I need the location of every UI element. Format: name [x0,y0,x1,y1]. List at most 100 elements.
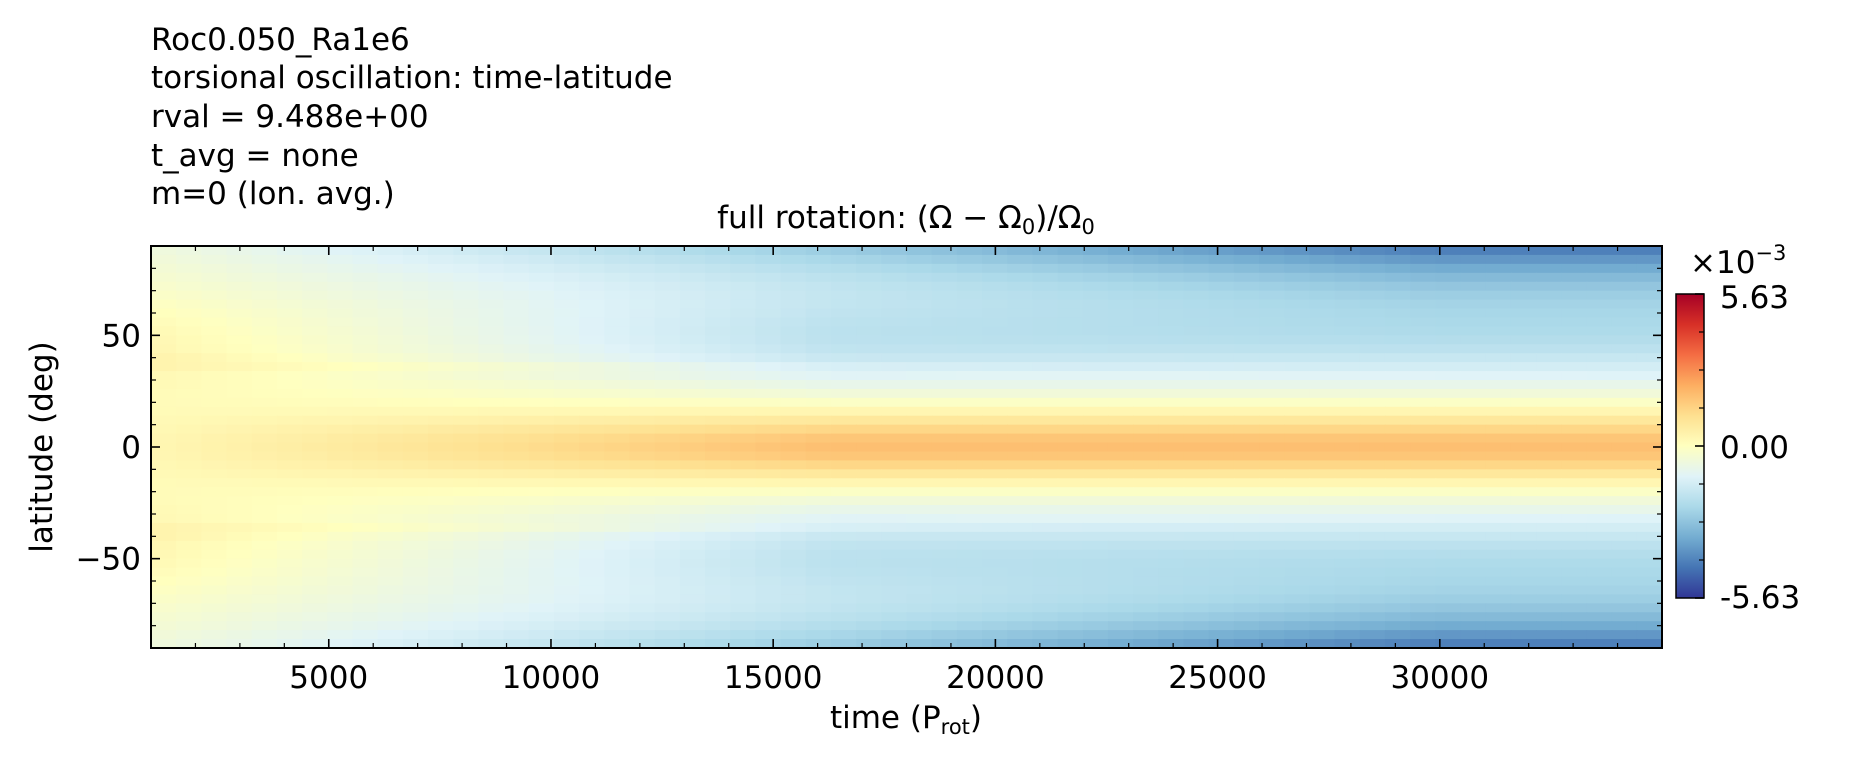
heatmap-cell [478,246,505,256]
heatmap-cell [830,299,857,310]
heatmap-cell [1510,540,1537,551]
heatmap-cell [579,612,606,622]
heatmap-cell [1032,388,1059,399]
heatmap-cell [856,326,883,337]
heatmap-cell [1460,344,1487,354]
heatmap-cell [856,603,883,614]
heatmap-cell [1384,344,1411,354]
heatmap-cell [780,639,807,648]
heatmap-cell [1485,308,1512,319]
heatmap-cell [428,514,454,524]
heatmap-cell [679,344,706,354]
heatmap-cell [654,531,681,542]
heatmap-cell [402,478,429,488]
heatmap-cell [1284,514,1311,524]
heatmap-cell [1259,299,1286,310]
heatmap-cell [805,505,832,515]
heatmap-cell [1410,290,1437,301]
heatmap-cell [1536,469,1563,480]
heatmap-cell [856,540,883,551]
heatmap-cell [377,514,404,524]
heatmap-cell [654,487,681,497]
heatmap-cell [478,531,505,542]
heatmap-cell [1586,281,1613,292]
heatmap-cell [1586,388,1613,399]
heatmap-cell [1259,263,1286,274]
heatmap-cell [1460,397,1487,408]
heatmap-cell [1510,335,1537,346]
heatmap-cell [906,290,933,301]
heatmap-cell [478,263,505,274]
heatmap-cell [151,621,177,631]
heatmap-cell [1284,299,1311,310]
heatmap-cell [856,531,883,542]
heatmap-cell [1183,469,1210,480]
heatmap-cell [579,272,606,283]
heatmap-cell [1107,281,1134,292]
heatmap-cell [352,406,379,417]
heatmap-cell [1561,254,1588,265]
heatmap-cell [302,442,329,453]
heatmap-cell [881,424,908,435]
heatmap-cell [553,558,580,569]
heatmap-cell [1233,326,1260,337]
heatmap-cell [881,442,908,453]
heatmap-cell [1334,522,1361,533]
heatmap-cell [151,567,177,578]
heatmap-cell [176,451,203,462]
heatmap-cell [1359,478,1386,488]
heatmap-cell [1208,531,1235,542]
heatmap-cell [629,514,656,524]
heatmap-cell [1359,406,1386,417]
heatmap-cell [1133,478,1160,488]
heatmap-cell [1158,469,1185,480]
heatmap-cell [327,531,354,542]
heatmap-cell [276,567,303,578]
heatmap-cell [1107,612,1134,622]
heatmap-cell [1561,585,1588,596]
heatmap-cell [1007,254,1034,265]
heatmap-cell [1636,246,1662,256]
heatmap-cell [805,406,832,417]
heatmap-cell [1359,326,1386,337]
heatmap-cell [1057,272,1084,283]
heatmap-cell [1561,639,1588,648]
heatmap-cell [1636,380,1662,390]
heatmap-cell [453,594,480,605]
heatmap-cell [503,531,530,542]
heatmap-cell [705,558,732,569]
heatmap-cell [226,603,253,614]
heatmap-cell [151,406,177,417]
heatmap-cell [251,514,278,524]
heatmap-cell [1133,567,1160,578]
heatmap-cell [1007,272,1034,283]
heatmap-cell [1057,514,1084,524]
heatmap-cell [629,540,656,551]
heatmap-cell [251,344,278,354]
heatmap-cell [428,460,454,471]
heatmap-cell [1233,299,1260,310]
heatmap-cell [1410,362,1437,372]
heatmap-cell [1057,335,1084,346]
heatmap-cell [1536,478,1563,488]
heatmap-cell [226,460,253,471]
heatmap-cell [931,514,958,524]
heatmap-cell [201,576,228,587]
heatmap-cell [1359,594,1386,605]
heatmap-cell [982,451,1009,462]
heatmap-cell [201,558,228,569]
heatmap-cell [302,272,329,283]
heatmap-cell [1359,281,1386,292]
heatmap-cell [402,317,429,328]
heatmap-cell [654,505,681,515]
heatmap-cell [1334,371,1361,381]
heatmap-cell [1082,460,1109,471]
heatmap-cell [276,326,303,337]
heatmap-cell [679,478,706,488]
heatmap-cell [629,362,656,372]
heatmap-cell [1485,460,1512,471]
heatmap-cell [805,603,832,614]
heatmap-cell [780,326,807,337]
heatmap-cell [151,263,177,274]
heatmap-cell [453,335,480,346]
